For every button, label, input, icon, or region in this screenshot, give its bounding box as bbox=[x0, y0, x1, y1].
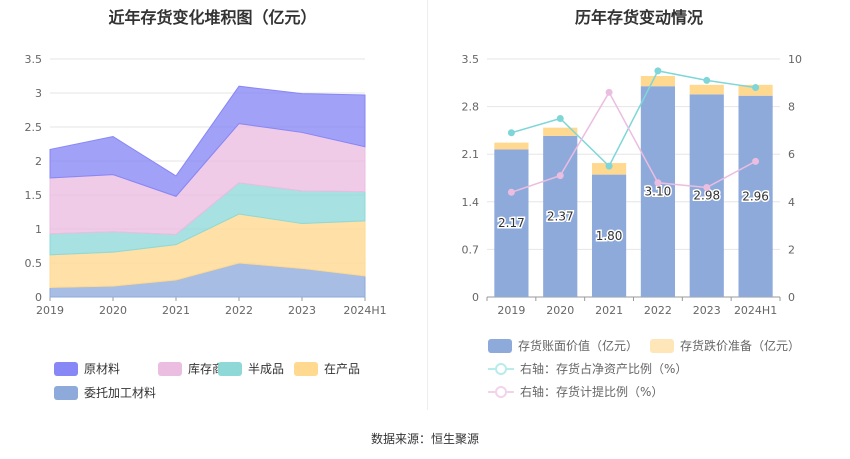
right-y2-tick-label: 6 bbox=[788, 148, 795, 161]
right-x-tick-label: 2020 bbox=[546, 304, 574, 317]
data-source: 数据来源：恒生聚源 bbox=[370, 432, 479, 446]
legend-label-impairment: 存货跌价准备（亿元） bbox=[680, 339, 801, 353]
legend-item-raw-material[interactable]: 原材料 bbox=[54, 360, 120, 377]
panel-divider bbox=[427, 0, 428, 410]
bar-impairment-2020 bbox=[543, 127, 578, 136]
right-y-tick-label: 2.8 bbox=[462, 101, 480, 114]
left-y-tick-label: 0 bbox=[35, 291, 42, 304]
bar-value-label: 2.98 bbox=[693, 189, 720, 203]
bar-impairment-2019 bbox=[494, 142, 529, 150]
legend-swatch-wip bbox=[294, 361, 318, 376]
right-y2-tick-label: 4 bbox=[788, 196, 795, 209]
left-x-tick-label: 2024H1 bbox=[343, 304, 386, 317]
line-point-1 bbox=[703, 184, 711, 192]
legend-swatch-provision-ratio bbox=[488, 385, 514, 399]
legend-label-inventory-ratio: 右轴：存货占净资产比例（%） bbox=[520, 362, 688, 376]
area-series-原材料 bbox=[49, 85, 366, 197]
bar-book-value-2019 bbox=[494, 149, 529, 297]
legend-item-semi-finished[interactable]: 半成品 bbox=[218, 360, 284, 377]
right-y-tick-label: 2.1 bbox=[462, 148, 480, 161]
left-y-tick-label: 3.5 bbox=[25, 53, 43, 66]
legend-swatch-finished-goods bbox=[158, 361, 182, 376]
right-x-tick-label: 2022 bbox=[644, 304, 672, 317]
left-x-tick-label: 2019 bbox=[36, 304, 64, 317]
line-point-0 bbox=[703, 76, 711, 84]
left-x-tick-label: 2020 bbox=[99, 304, 127, 317]
bar-value-label: 1.80 bbox=[596, 229, 623, 243]
line-point-0 bbox=[605, 162, 613, 170]
legend-swatch-inventory-ratio bbox=[488, 362, 514, 376]
legend-label-book-value: 存货账面价值（亿元） bbox=[518, 339, 639, 353]
bar-value-label: 2.37 bbox=[547, 209, 574, 223]
left-x-tick-label: 2023 bbox=[288, 304, 316, 317]
legend-item-impairment[interactable]: 存货跌价准备（亿元） bbox=[650, 337, 800, 354]
line-point-0 bbox=[654, 67, 662, 75]
line-point-0 bbox=[752, 84, 760, 92]
line-point-0 bbox=[507, 129, 515, 137]
line-point-1 bbox=[556, 172, 564, 180]
legend-label-raw-material: 原材料 bbox=[84, 362, 121, 376]
legend-item-inventory-ratio[interactable]: 右轴：存货占净资产比例（%） bbox=[488, 360, 687, 377]
bar-book-value-2022 bbox=[640, 86, 676, 297]
right-y-tick-label: 0 bbox=[472, 291, 479, 304]
line-series-0 bbox=[511, 70, 756, 168]
left-y-tick-label: 0.5 bbox=[25, 257, 43, 270]
legend-swatch-book-value bbox=[488, 338, 512, 353]
line-series-1 bbox=[511, 90, 756, 193]
legend-swatch-raw-material bbox=[54, 361, 78, 376]
right-y2-tick-label: 10 bbox=[788, 53, 802, 66]
left-y-tick-label: 2.5 bbox=[25, 121, 43, 134]
left-y-tick-label: 2 bbox=[35, 155, 42, 168]
bar-value-label: 2.96 bbox=[742, 189, 769, 203]
right-y2-tick-label: 2 bbox=[788, 243, 795, 256]
left-x-tick-label: 2022 bbox=[225, 304, 253, 317]
right-x-tick-label: 2021 bbox=[595, 304, 623, 317]
bar-impairment-2022 bbox=[640, 76, 676, 87]
right-x-tick-label: 2024H1 bbox=[734, 304, 777, 317]
line-point-1 bbox=[605, 88, 613, 96]
legend-label-provision-ratio: 右轴：存货计提比例（%） bbox=[520, 385, 664, 399]
right-y-tick-label: 3.5 bbox=[462, 53, 480, 66]
legend-label-outsourced: 委托加工材料 bbox=[84, 386, 157, 400]
left-y-tick-label: 1.5 bbox=[25, 189, 43, 202]
line-point-1 bbox=[654, 179, 662, 187]
line-point-1 bbox=[752, 157, 760, 165]
legend-swatch-impairment bbox=[650, 338, 674, 353]
line-point-0 bbox=[556, 115, 564, 122]
right-y-tick-label: 0.7 bbox=[462, 243, 480, 256]
legend-swatch-semi-finished bbox=[218, 361, 242, 376]
right-x-tick-label: 2023 bbox=[693, 304, 721, 317]
legend-swatch-outsourced bbox=[54, 385, 78, 400]
bar-value-label: 2.17 bbox=[498, 216, 525, 230]
legend-item-book-value[interactable]: 存货账面价值（亿元） bbox=[488, 337, 638, 354]
right-x-tick-label: 2019 bbox=[497, 304, 525, 317]
bar-impairment-2023 bbox=[689, 84, 724, 95]
bar-book-value-2020 bbox=[543, 135, 578, 297]
bar-book-value-2021 bbox=[591, 174, 627, 297]
right-y-tick-label: 1.4 bbox=[462, 196, 480, 209]
legend-label-wip: 在产品 bbox=[324, 362, 361, 376]
legend-label-semi-finished: 半成品 bbox=[248, 362, 285, 376]
bar-book-value-2024H1 bbox=[738, 95, 773, 297]
legend-item-wip[interactable]: 在产品 bbox=[294, 360, 360, 377]
right-y2-tick-label: 0 bbox=[788, 291, 795, 304]
bar-book-value-2023 bbox=[689, 94, 724, 297]
left-chart-title: 近年存货变化堆积图（亿元） bbox=[108, 8, 317, 27]
left-y-tick-label: 3 bbox=[35, 87, 42, 100]
line-point-1 bbox=[507, 188, 515, 196]
legend-item-provision-ratio[interactable]: 右轴：存货计提比例（%） bbox=[488, 383, 663, 400]
right-chart-title: 历年存货变动情况 bbox=[574, 8, 703, 27]
left-y-tick-label: 1 bbox=[35, 223, 42, 236]
right-y2-tick-label: 8 bbox=[788, 101, 795, 114]
legend-item-outsourced[interactable]: 委托加工材料 bbox=[54, 384, 156, 401]
bar-value-label: 3.10 bbox=[645, 185, 672, 199]
left-x-tick-label: 2021 bbox=[162, 304, 190, 317]
